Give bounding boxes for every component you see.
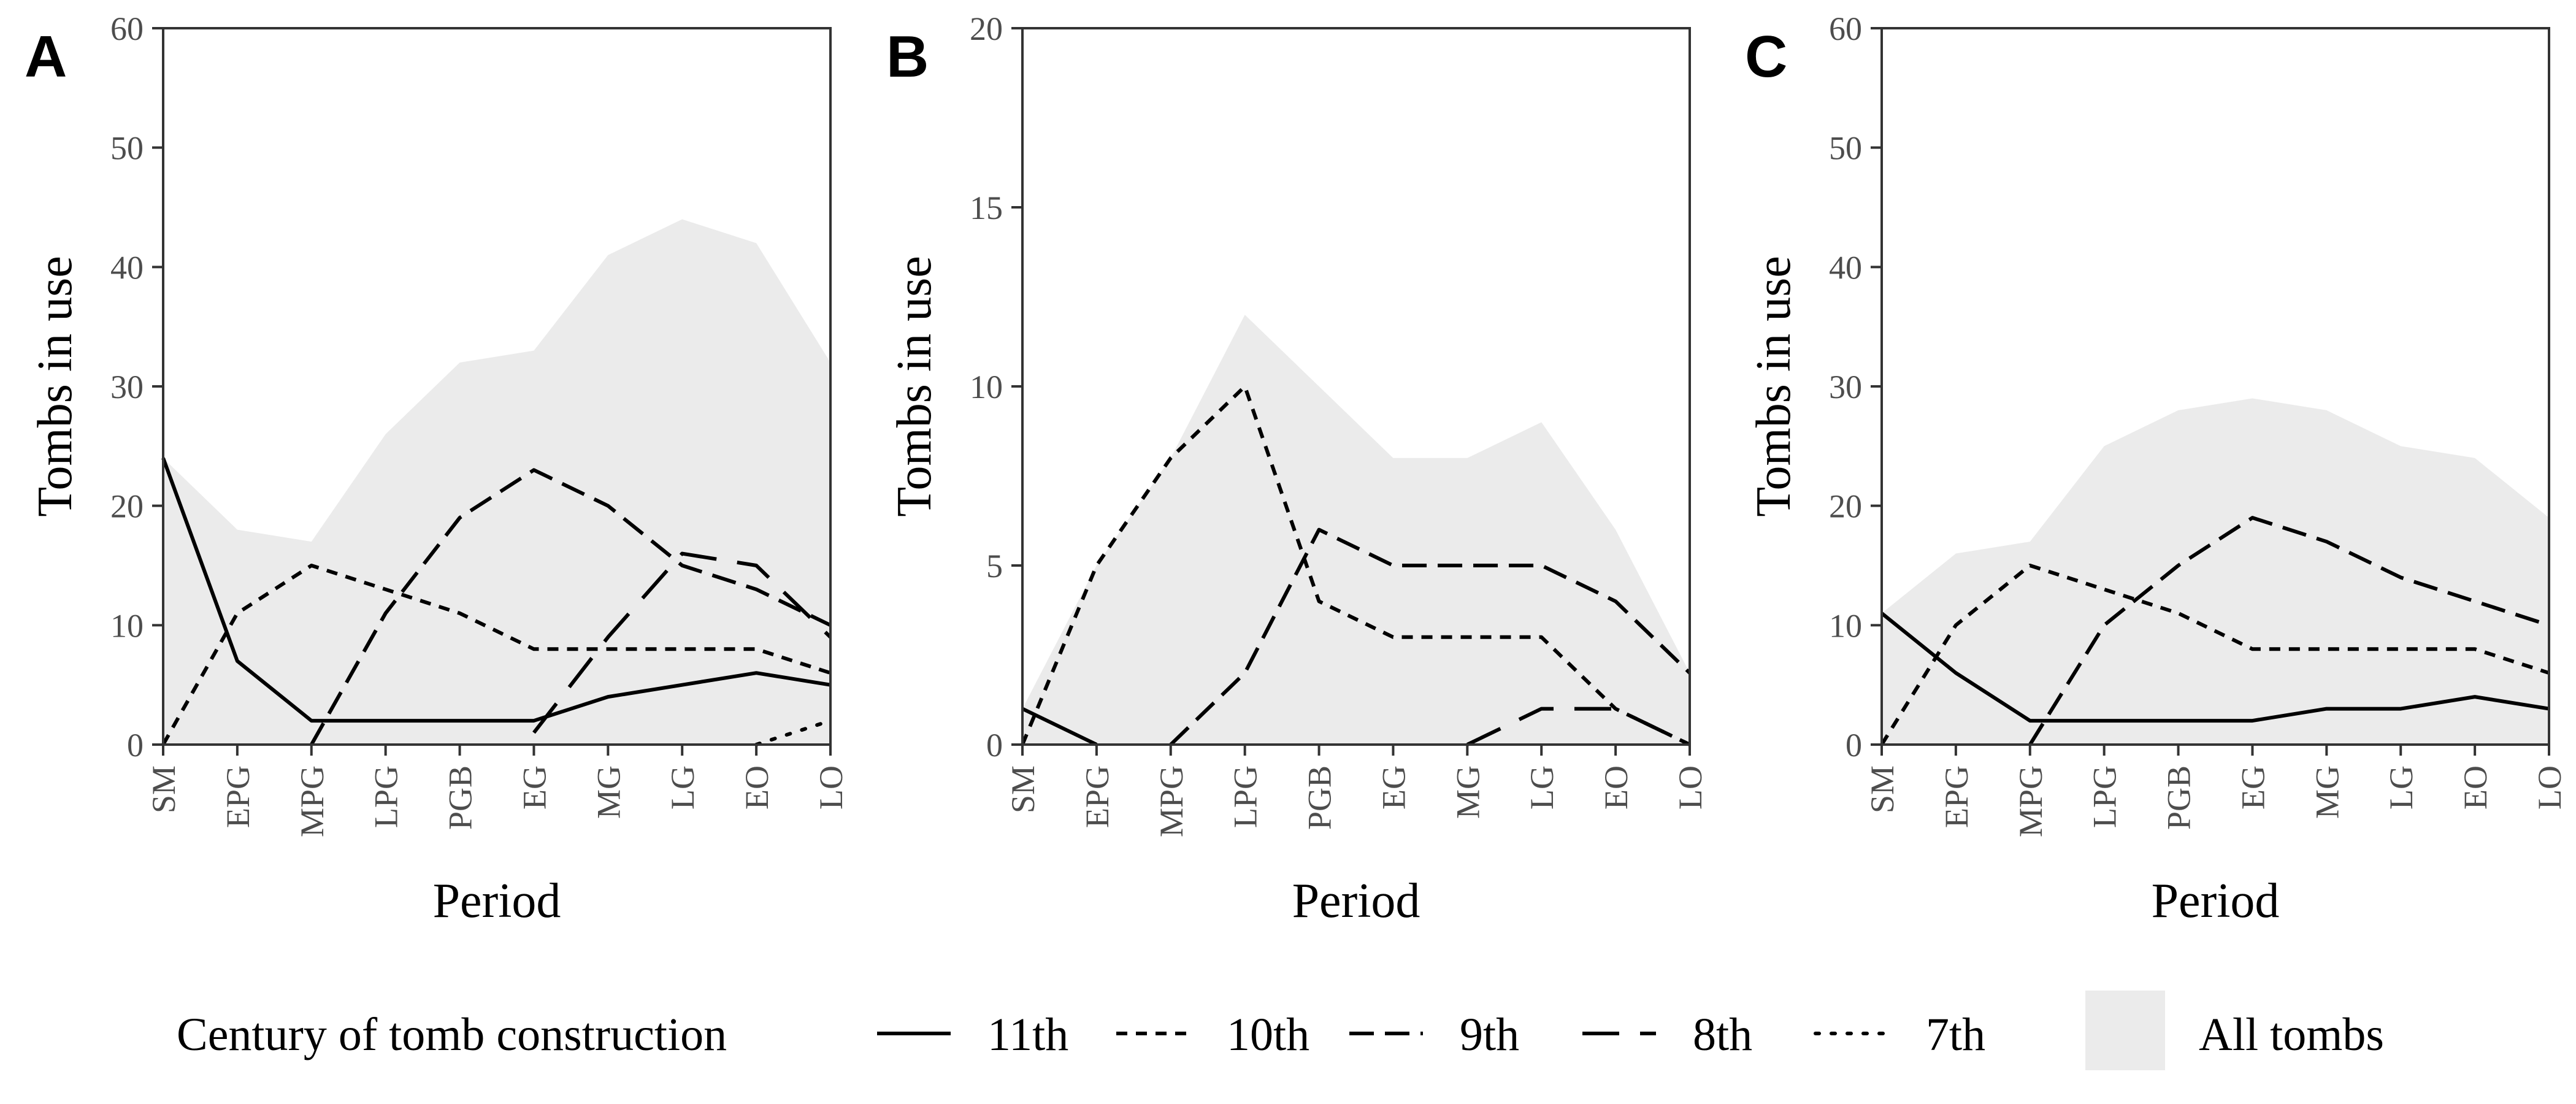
legend-item-11th: 11th	[877, 1009, 1068, 1060]
x-tick-label: SM	[1005, 765, 1041, 813]
y-tick-label: 30	[1829, 369, 1862, 405]
y-tick-label: 40	[1829, 249, 1862, 286]
y-tick-label: 15	[970, 190, 1003, 226]
legend-item-label: 7th	[1926, 1009, 1985, 1060]
y-tick-label: 50	[1829, 130, 1862, 167]
area-all-tombs	[163, 219, 830, 745]
x-tick-label: EO	[2457, 765, 2494, 810]
y-tick-label: 10	[1829, 607, 1862, 644]
series-line-8th	[532, 551, 832, 734]
x-axis-title: Period	[1292, 874, 1420, 928]
x-axis-title: Period	[433, 874, 561, 928]
legend-item-7th: 7th	[1814, 1009, 1985, 1060]
x-tick-label: LO	[2531, 765, 2568, 810]
x-tick-label: EG	[2234, 765, 2271, 810]
series-line-7th	[754, 719, 832, 746]
x-tick-label: EPG	[1079, 765, 1116, 828]
y-tick-label: 60	[110, 10, 144, 47]
legend-item-label: 9th	[1460, 1009, 1519, 1060]
x-tick-label: EPG	[220, 765, 256, 828]
y-tick-label: 20	[1829, 488, 1862, 525]
series-line-10th	[1021, 385, 1691, 746]
y-axis-title: Tombs in use	[28, 256, 82, 517]
y-tick-label: 50	[110, 130, 144, 167]
y-tick-label: 0	[127, 727, 144, 764]
y-tick-label: 0	[1846, 727, 1862, 764]
x-tick-label: LO	[1672, 765, 1709, 810]
legend: Century of tomb construction 11th 10th 9th…	[177, 991, 2384, 1070]
x-tick-label: LG	[1524, 765, 1560, 810]
y-tick-label: 30	[110, 369, 144, 405]
y-tick-label: 10	[970, 369, 1003, 405]
x-tick-label: MG	[1449, 765, 1486, 819]
series-line-10th	[161, 564, 831, 746]
x-tick-label: LPG	[1227, 765, 1264, 828]
y-axis-title: Tombs in use	[1747, 256, 1801, 517]
x-tick-label: EO	[1598, 765, 1635, 810]
panel-c: 0 10 20 30 40 50 60 SM EPG MPG LPG PGB EG MG LG EO LO Per…	[1745, 10, 2568, 928]
y-tick-label: 60	[1829, 10, 1862, 47]
x-tick-label: SM	[1864, 765, 1901, 813]
x-tick-label: MG	[590, 765, 627, 819]
series-line-11th	[1880, 611, 2550, 723]
x-tick-label: LG	[2383, 765, 2420, 810]
y-tick-label: 10	[110, 607, 144, 644]
x-tick-label: LG	[664, 765, 701, 810]
legend-item-label: 8th	[1693, 1009, 1752, 1060]
panel-b: 0 5 10 15 20 SM EPG MPG LPG PGB EG MG LG EO LO Period To…	[886, 10, 1709, 928]
x-tick-label: MPG	[1153, 765, 1190, 837]
x-tick-label: SM	[145, 765, 182, 813]
y-tick-label: 0	[986, 727, 1003, 764]
legend-item-9th: 9th	[1349, 1009, 1519, 1060]
x-tick-label: MG	[2309, 765, 2345, 819]
x-tick-label: LO	[813, 765, 849, 810]
series-line-10th	[1880, 564, 2550, 746]
x-tick-label: PGB	[1301, 765, 1338, 830]
legend-item-label: 11th	[987, 1009, 1068, 1060]
legend-item-10th: 10th	[1116, 1009, 1309, 1060]
x-tick-label: EO	[738, 765, 775, 810]
x-tick-label: LPG	[2087, 765, 2123, 828]
series-line-8th	[1466, 707, 1691, 746]
y-tick-label: 40	[110, 249, 144, 286]
x-axis-title: Period	[2152, 874, 2280, 928]
x-tick-label: EG	[1375, 765, 1412, 810]
series-line-9th	[1169, 527, 1692, 746]
x-tick-label: PGB	[442, 765, 479, 830]
x-tick-label: MPG	[294, 765, 331, 837]
x-tick-label: LPG	[368, 765, 405, 828]
legend-area-label: All tombs	[2199, 1009, 2384, 1060]
legend-title: Century of tomb construction	[177, 1009, 727, 1060]
area-all-tombs	[1882, 398, 2549, 745]
panel-letter: C	[1745, 24, 1787, 90]
legend-item-label: 10th	[1227, 1009, 1309, 1060]
panel-letter: B	[886, 24, 929, 90]
panel-a: 0 10 20 30 40 50 60 SM EPG MPG LPG PGB EG MG LG EO LO Per…	[25, 10, 849, 928]
series-line-11th	[1021, 707, 1098, 746]
x-tick-label: EPG	[1938, 765, 1975, 828]
x-tick-label: EG	[516, 765, 553, 810]
x-tick-label: MPG	[2012, 765, 2049, 837]
legend-items: 11th 10th 9th 8th 7th	[877, 1009, 1985, 1060]
y-tick-label: 20	[110, 488, 144, 525]
legend-item-8th: 8th	[1582, 1009, 1752, 1060]
y-tick-label: 5	[986, 548, 1003, 585]
x-tick-label: PGB	[2161, 765, 2198, 830]
y-axis-title: Tombs in use	[887, 256, 941, 517]
series-line-9th	[2028, 516, 2550, 746]
panel-letter: A	[25, 24, 67, 90]
y-tick-label: 20	[970, 10, 1003, 47]
series-line-9th	[310, 468, 832, 746]
series-line-11th	[161, 457, 831, 723]
legend-area-swatch	[2085, 991, 2165, 1070]
